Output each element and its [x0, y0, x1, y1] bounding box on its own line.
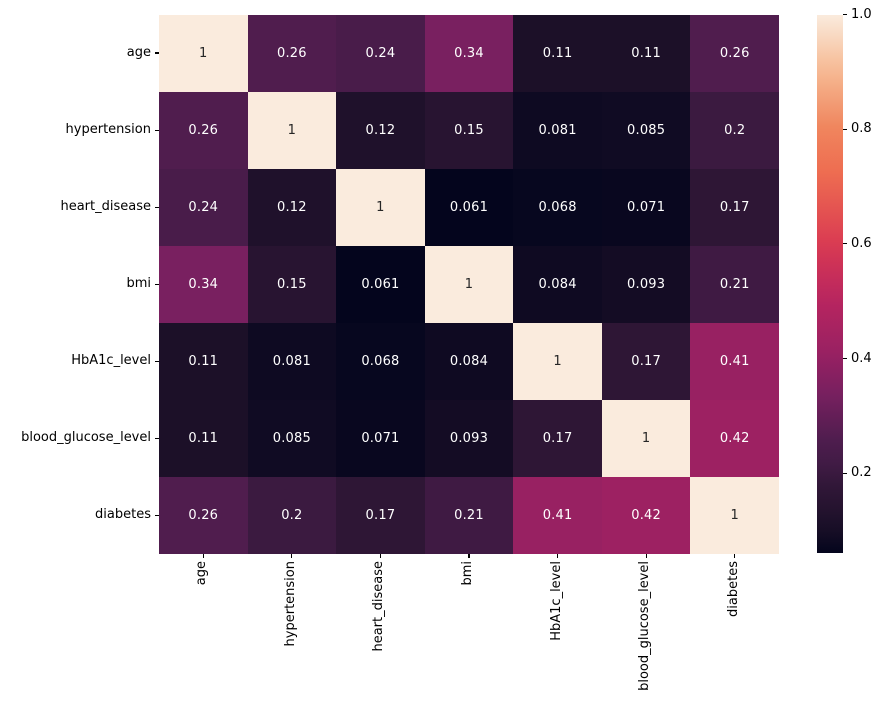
x-tick-mark [734, 554, 736, 558]
heatmap-cell-diabetes-age: 0.26 [159, 476, 248, 554]
x-tick-label-diabetes: diabetes [725, 561, 741, 617]
x-tick-mark [202, 554, 204, 558]
heatmap-cell-age-heart_disease: 0.24 [336, 14, 425, 92]
heatmap-cell-heart_disease-bmi: 0.061 [424, 168, 514, 246]
colorbar-tick-label-0.6: 0.6 [851, 235, 872, 251]
heatmap-cell-bmi-blood_glucose_level: 0.093 [601, 245, 691, 323]
heatmap-cell-bmi-bmi: 1 [424, 245, 514, 323]
y-tick-mark [155, 52, 159, 54]
heatmap-cell-hypertension-hypertension: 1 [247, 91, 337, 169]
heatmap-cell-hypertension-bmi: 0.15 [424, 91, 514, 169]
y-tick-label-hypertension: hypertension [65, 122, 151, 138]
heatmap-cell-heart_disease-heart_disease: 1 [336, 168, 425, 246]
heatmap-cell-bmi-hypertension: 0.15 [247, 245, 337, 323]
heatmap-cell-blood_glucose_level-HbA1c_level: 0.17 [513, 399, 602, 477]
y-tick-label-bmi: bmi [126, 276, 151, 292]
x-tick-label-age: age [194, 561, 210, 586]
x-tick-label-bmi: bmi [460, 561, 475, 586]
heatmap-cell-diabetes-bmi: 0.21 [424, 476, 514, 554]
heatmap-cell-hypertension-diabetes: 0.2 [690, 91, 779, 169]
heatmap-cell-blood_glucose_level-heart_disease: 0.071 [336, 399, 425, 477]
heatmap-cell-blood_glucose_level-hypertension: 0.085 [247, 399, 337, 477]
heatmap-cell-HbA1c_level-diabetes: 0.41 [690, 322, 779, 400]
heatmap-cell-HbA1c_level-hypertension: 0.081 [247, 322, 337, 400]
heatmap-cell-blood_glucose_level-diabetes: 0.42 [690, 399, 779, 477]
heatmap-cell-hypertension-heart_disease: 0.12 [336, 91, 425, 169]
heatmap-cell-hypertension-age: 0.26 [159, 91, 248, 169]
y-tick-label-HbA1c_level: HbA1c_level [71, 353, 151, 369]
heatmap-grid: 1 0.26 0.24 0.34 0.11 0.11 0.26 0.26 1 0.12 0.15 0.… [159, 14, 779, 555]
heatmap-cell-age-diabetes: 0.26 [690, 14, 779, 92]
heatmap-cell-bmi-heart_disease: 0.061 [336, 245, 425, 323]
heatmap-cell-diabetes-blood_glucose_level: 0.42 [601, 476, 691, 554]
x-tick-mark [468, 554, 470, 558]
y-tick-label-age: age [126, 45, 151, 61]
heatmap-cell-bmi-age: 0.34 [159, 245, 248, 323]
heatmap-cell-HbA1c_level-blood_glucose_level: 0.17 [601, 322, 691, 400]
colorbar-tick-mark [843, 13, 847, 16]
heatmap-cell-diabetes-heart_disease: 0.17 [336, 476, 425, 554]
colorbar-tick-mark [843, 128, 847, 130]
heatmap-cell-bmi-HbA1c_level: 0.084 [513, 245, 602, 323]
heatmap-cell-heart_disease-diabetes: 0.17 [690, 168, 779, 246]
heatmap-cell-blood_glucose_level-blood_glucose_level: 1 [601, 399, 691, 477]
x-tick-label-blood_glucose_level: blood_glucose_level [637, 561, 653, 691]
colorbar-tick-label-1.0: 1.0 [851, 6, 872, 22]
heatmap-cell-heart_disease-HbA1c_level: 0.068 [513, 168, 602, 246]
heatmap-cell-age-blood_glucose_level: 0.11 [601, 14, 691, 92]
heatmap-cell-diabetes-diabetes: 1 [690, 476, 779, 554]
heatmap-cell-diabetes-HbA1c_level: 0.41 [513, 476, 602, 554]
y-tick-label-diabetes: diabetes [95, 507, 151, 523]
x-tick-mark [379, 554, 382, 558]
x-tick-label-hypertension: hypertension [282, 561, 298, 647]
heatmap-cell-age-hypertension: 0.26 [247, 14, 337, 92]
heatmap-cell-heart_disease-age: 0.24 [159, 168, 248, 246]
y-tick-label-heart_disease: heart_disease [60, 199, 151, 215]
y-tick-mark [155, 283, 159, 285]
heatmap-cell-age-bmi: 0.34 [424, 14, 514, 92]
heatmap-cell-HbA1c_level-bmi: 0.084 [424, 322, 514, 400]
colorbar-tick-label-0.2: 0.2 [851, 465, 872, 481]
y-tick-mark [155, 514, 159, 517]
x-tick-mark [645, 554, 647, 558]
heatmap-cell-blood_glucose_level-bmi: 0.093 [424, 399, 514, 477]
y-tick-mark [155, 360, 159, 362]
heatmap-cell-HbA1c_level-heart_disease: 0.068 [336, 322, 425, 400]
heatmap-cell-hypertension-blood_glucose_level: 0.085 [601, 91, 691, 169]
heatmap-cell-bmi-diabetes: 0.21 [690, 245, 779, 323]
colorbar-tick-label-0.4: 0.4 [851, 350, 872, 366]
colorbar-tick-mark [843, 472, 847, 474]
heatmap-cell-HbA1c_level-age: 0.11 [159, 322, 248, 400]
x-tick-label-HbA1c_level: HbA1c_level [548, 561, 564, 641]
heatmap-cell-heart_disease-blood_glucose_level: 0.071 [601, 168, 691, 246]
y-tick-label-blood_glucose_level: blood_glucose_level [21, 430, 151, 446]
heatmap-cell-age-age: 1 [159, 14, 248, 92]
heatmap-cell-blood_glucose_level-age: 0.11 [159, 399, 248, 477]
colorbar-tick-mark [843, 357, 847, 360]
y-tick-mark [155, 129, 159, 131]
heatmap-cell-diabetes-hypertension: 0.2 [247, 476, 337, 554]
colorbar-tick-mark [843, 243, 847, 245]
x-tick-mark [291, 554, 293, 558]
y-tick-mark [155, 206, 159, 208]
y-tick-mark [155, 437, 159, 439]
heatmap-cell-hypertension-HbA1c_level: 0.081 [513, 91, 602, 169]
heatmap-cell-heart_disease-hypertension: 0.12 [247, 168, 337, 246]
colorbar-tick-label-0.8: 0.8 [851, 121, 872, 137]
colorbar-gradient [817, 14, 843, 553]
heatmap-cell-age-HbA1c_level: 0.11 [513, 14, 602, 92]
heatmap-cell-HbA1c_level-HbA1c_level: 1 [513, 322, 602, 400]
x-tick-mark [556, 554, 559, 558]
x-tick-label-heart_disease: heart_disease [371, 561, 387, 652]
